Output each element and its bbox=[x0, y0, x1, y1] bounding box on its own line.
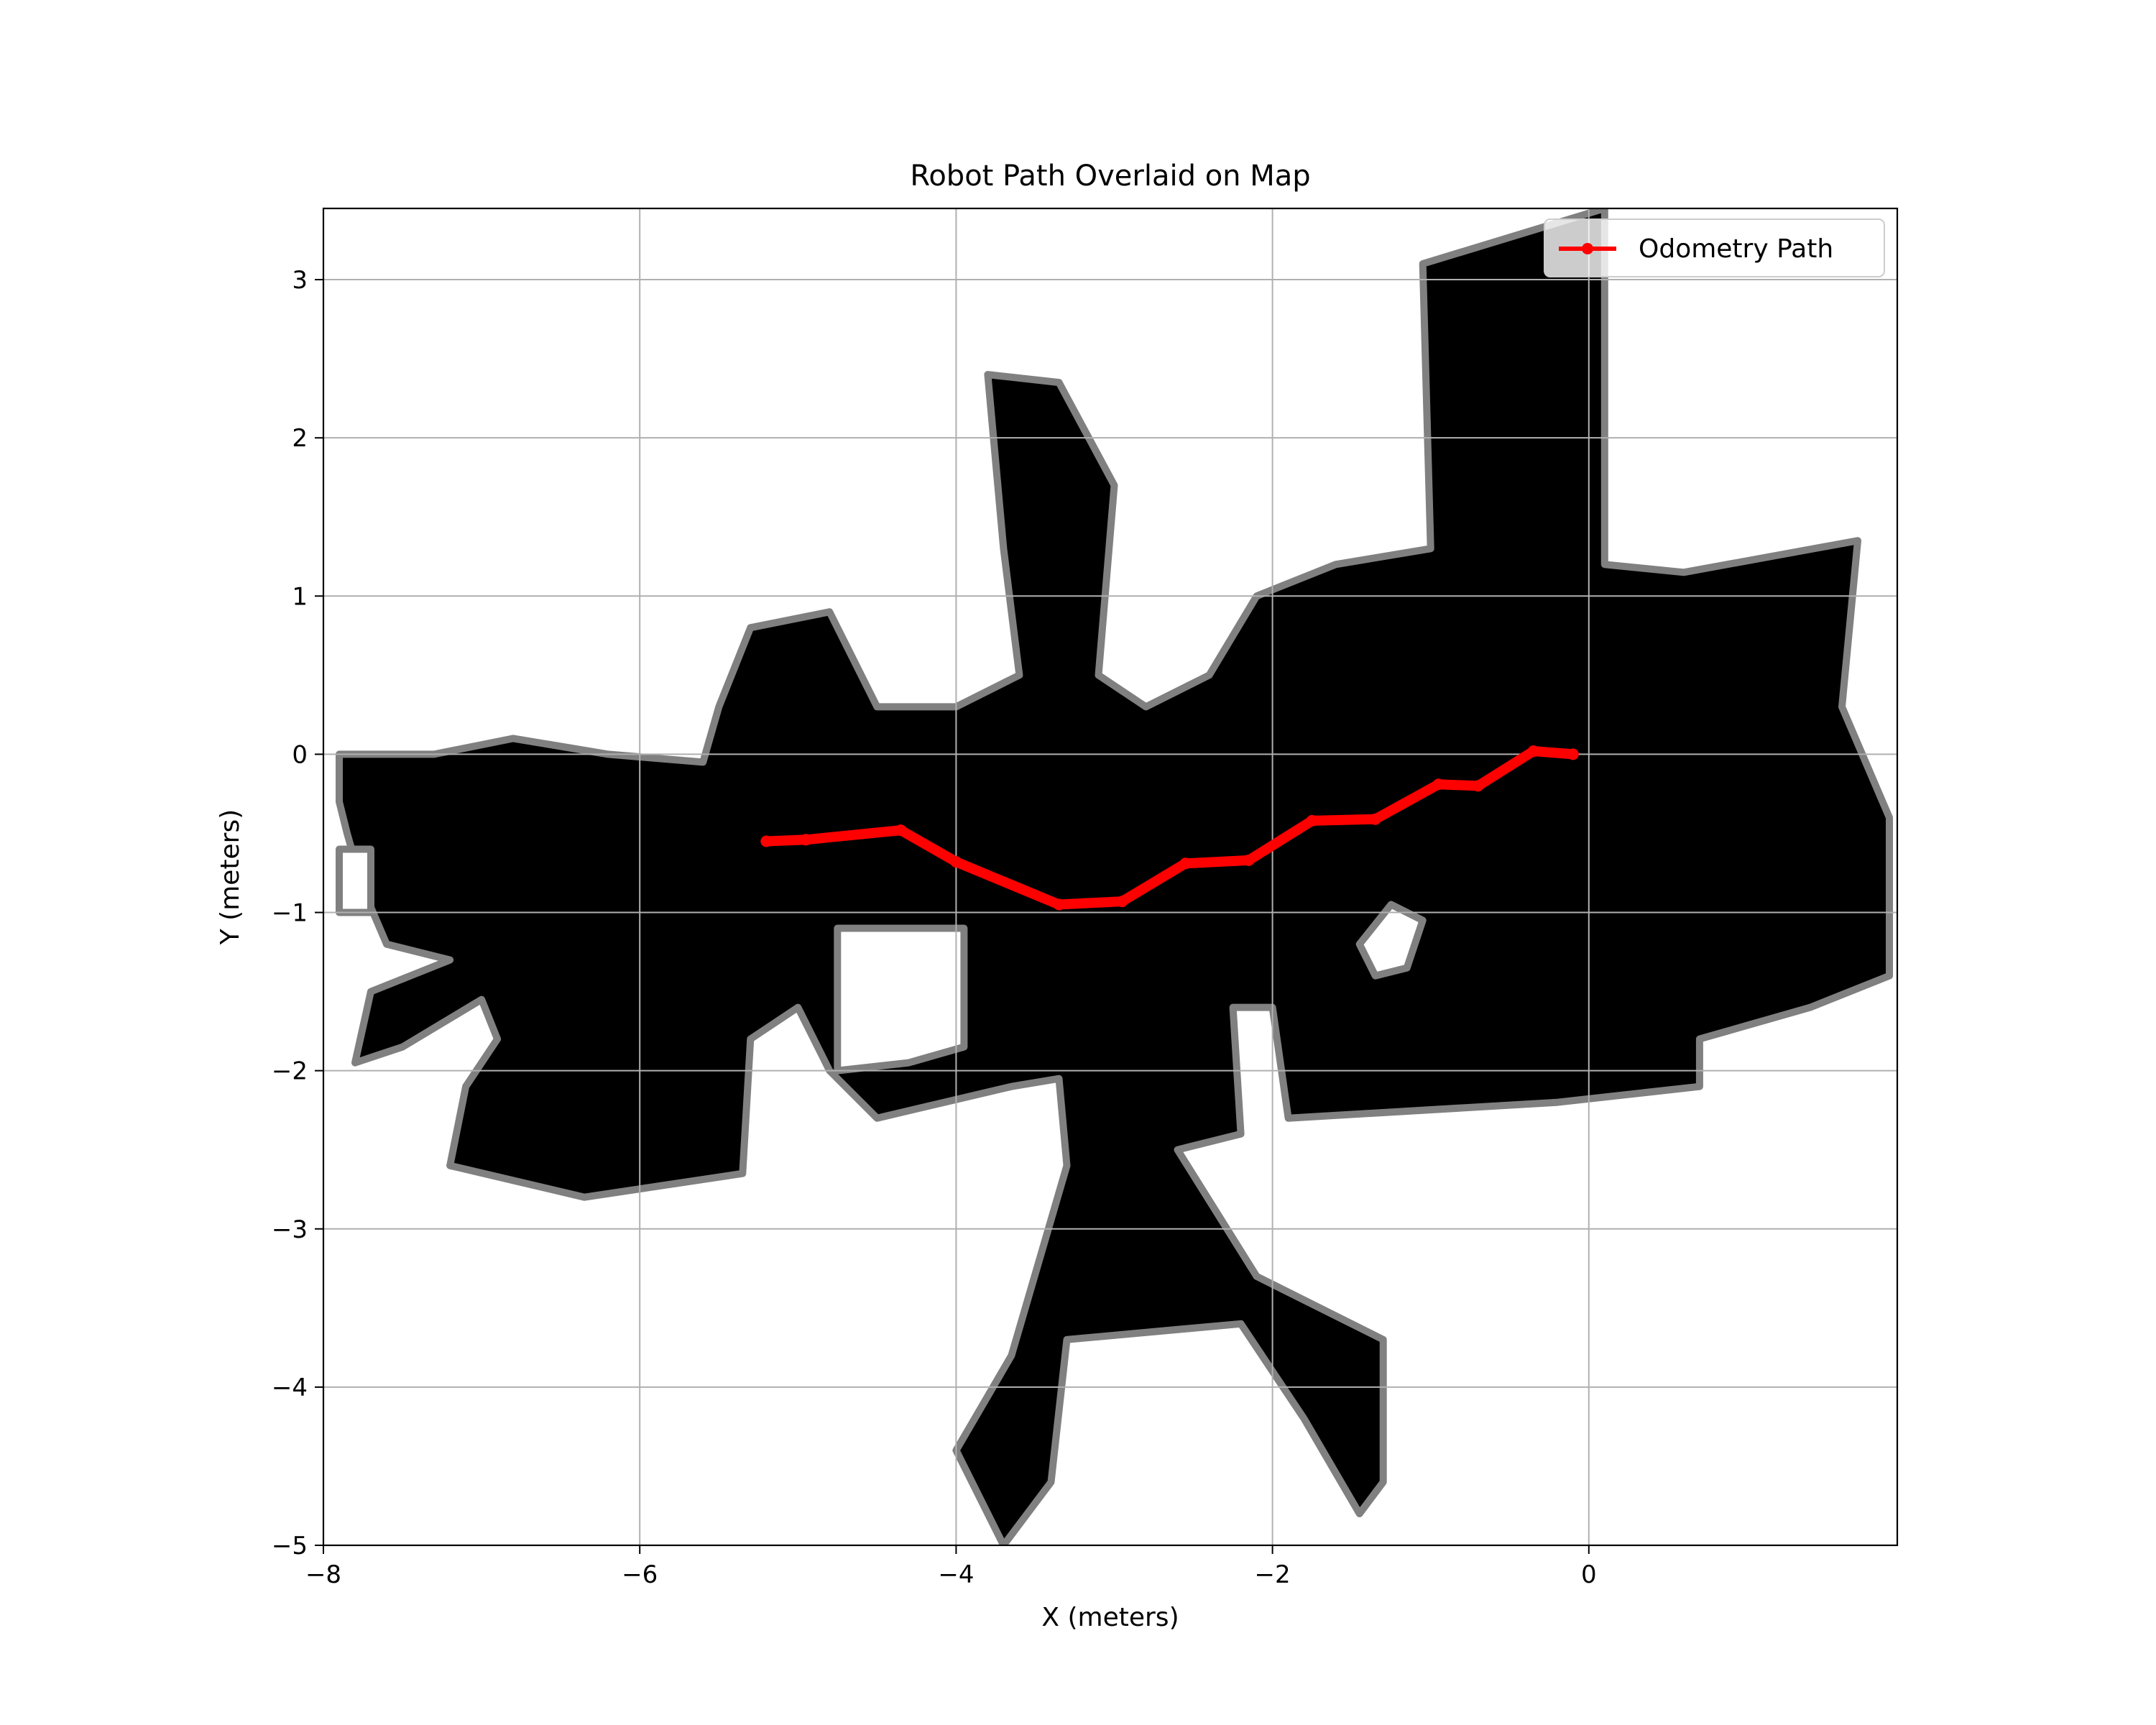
y-tick-label: 1 bbox=[292, 582, 308, 611]
path-point bbox=[1432, 778, 1445, 791]
axis-ticks: −8 −6 −4 −2 0 −5 −4 −3 −2 −1 0 1 2 3 bbox=[272, 266, 1597, 1589]
path-point bbox=[895, 824, 907, 837]
y-tick-label: 0 bbox=[292, 740, 308, 769]
path-point bbox=[1567, 748, 1579, 760]
path-point bbox=[1472, 780, 1484, 792]
y-axis-label: Y (meters) bbox=[216, 809, 245, 946]
legend-box bbox=[1544, 218, 1885, 277]
map-free-hole-1 bbox=[1355, 901, 1427, 980]
chart-title: Robot Path Overlaid on Map bbox=[910, 160, 1310, 193]
y-tick-label: −4 bbox=[272, 1374, 308, 1402]
legend-entry-odometry-path: Odometry Path bbox=[1639, 234, 1833, 264]
y-tick-label: −5 bbox=[272, 1532, 308, 1560]
map-free-hole-2 bbox=[336, 845, 374, 916]
legend-marker-swatch bbox=[1582, 243, 1593, 254]
series-line-odometry-path bbox=[761, 746, 1578, 910]
legend: Odometry Path bbox=[1544, 218, 1885, 277]
x-tick-label: −2 bbox=[1255, 1560, 1291, 1589]
map-free-hole-0 bbox=[834, 924, 968, 1075]
series-layer bbox=[760, 745, 1579, 911]
path-point bbox=[800, 834, 812, 846]
path-point bbox=[1179, 857, 1192, 870]
y-tick-label: −1 bbox=[272, 899, 308, 928]
path-point bbox=[1053, 898, 1065, 911]
y-tick-label: −2 bbox=[272, 1057, 308, 1086]
path-point bbox=[1243, 854, 1255, 866]
x-tick-label: −4 bbox=[938, 1560, 974, 1589]
path-point bbox=[1306, 814, 1318, 827]
path-point bbox=[1527, 745, 1539, 757]
path-point bbox=[760, 835, 773, 847]
y-tick-label: 3 bbox=[292, 266, 308, 295]
path-point bbox=[1369, 813, 1381, 825]
map-occupied-region-0 bbox=[336, 208, 1893, 1545]
plot-frame bbox=[322, 207, 1899, 1547]
x-axis-label: X (meters) bbox=[1041, 1603, 1179, 1632]
path-point bbox=[950, 856, 962, 868]
y-tick-label: 2 bbox=[292, 424, 308, 453]
path-point bbox=[1116, 896, 1128, 908]
x-tick-label: −6 bbox=[622, 1560, 658, 1589]
y-tick-label: −3 bbox=[272, 1215, 308, 1244]
x-tick-label: 0 bbox=[1581, 1560, 1597, 1589]
x-tick-label: −8 bbox=[305, 1560, 341, 1589]
